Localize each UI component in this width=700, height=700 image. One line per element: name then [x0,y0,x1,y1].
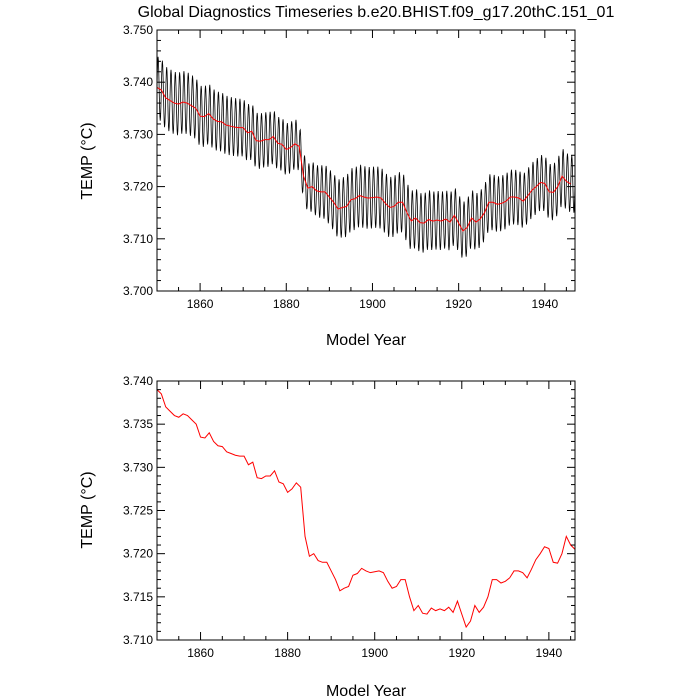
x-tick-label: 1900 [361,646,388,660]
y-tick-label: 3.700 [123,284,153,298]
bottom-y-axis-label: TEMP (°C) [79,471,96,548]
x-tick-label: 1920 [445,297,472,311]
top-plot: 1860 1880 1900 1920 1940 3.700 3.710 3.720 3.730… [79,23,576,349]
x-tick-label: 1940 [531,297,558,311]
x-tick-label: 1860 [187,297,214,311]
plot-frame [156,380,576,641]
x-tick-label: 1900 [359,297,386,311]
bottom-x-axis-label: Model Year [326,683,407,700]
y-tick-label: 3.710 [123,232,153,246]
top-axes [156,29,576,292]
x-tick-label: 1920 [448,646,475,660]
top-annual-series [156,86,571,232]
figure-title: Global Diagnostics Timeseries b.e20.BHIS… [138,4,615,21]
x-tick-label: 1880 [274,646,301,660]
y-tick-label: 3.720 [123,547,153,561]
plot-frame [156,29,576,292]
annual-mean-line [156,86,571,232]
y-tick-label: 3.735 [123,417,153,431]
bottom-axes [156,380,576,641]
y-tick-label: 3.725 [123,504,153,518]
y-tick-label: 3.750 [123,23,153,37]
y-tick-label: 3.710 [123,633,153,647]
y-tick-label: 3.720 [123,180,153,194]
top-raw-series [156,56,576,258]
top-y-axis-label: TEMP (°C) [79,122,96,199]
bottom-plot: 1860 1880 1900 1920 1940 3.710 3.715 3.720 3.725… [79,374,576,700]
y-tick-label: 3.730 [123,460,153,474]
x-tick-label: 1880 [273,297,300,311]
y-tick-label: 3.740 [123,374,153,388]
top-tick-labels: 1860 1880 1900 1920 1940 3.700 3.710 3.720 3.730… [123,23,559,311]
x-tick-label: 1940 [536,646,563,660]
monthly-line [156,56,576,258]
y-tick-label: 3.730 [123,127,153,141]
y-tick-label: 3.715 [123,590,153,604]
bottom-annual-series [156,389,576,629]
x-tick-label: 1860 [187,646,214,660]
y-tick-label: 3.740 [123,75,153,89]
annual-mean-line [156,389,576,629]
bottom-tick-labels: 1860 1880 1900 1920 1940 3.710 3.715 3.720 3.725… [123,374,563,660]
top-x-axis-label: Model Year [326,332,407,349]
